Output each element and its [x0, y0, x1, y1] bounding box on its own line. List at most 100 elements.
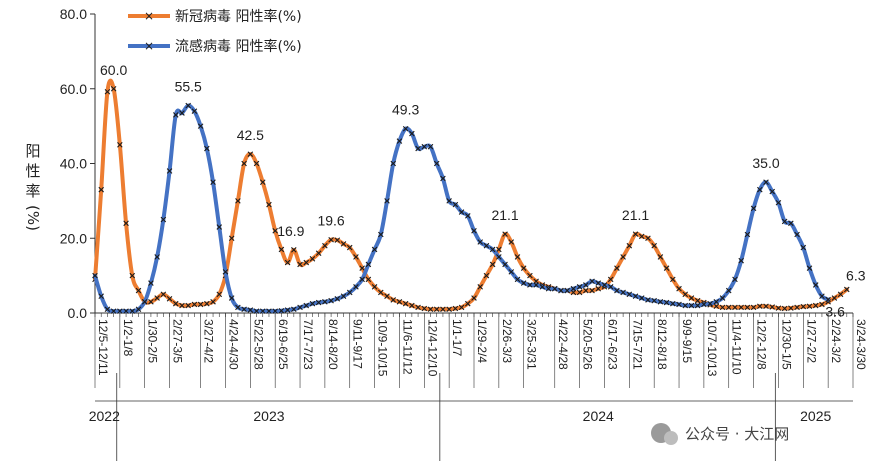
x-tick-label: 10/9-10/15 [376, 319, 390, 377]
data-point [346, 289, 353, 296]
data-point [825, 296, 831, 303]
data-point [123, 220, 129, 227]
data-point [135, 287, 142, 294]
x-tick-label: 5/22-5/28 [251, 319, 265, 370]
data-point [228, 235, 235, 242]
data-point [483, 242, 490, 249]
data-point [440, 175, 446, 182]
data-point [141, 298, 148, 305]
data-point [191, 108, 198, 114]
data-point [409, 130, 415, 137]
data-point [378, 289, 384, 296]
data-point [110, 308, 117, 314]
data-point [607, 276, 614, 283]
data-point [645, 297, 651, 303]
x-tick-label: 8/14-8/20 [326, 319, 340, 370]
data-point [508, 239, 515, 245]
x-tick-label: 11/4-11/10 [730, 319, 744, 375]
data-point [427, 306, 434, 313]
wechat-icon-bubble [664, 431, 678, 445]
data-point [266, 308, 272, 314]
data-point [440, 306, 446, 313]
data-point [564, 287, 570, 294]
data-point [763, 179, 769, 185]
data-point [253, 308, 260, 314]
data-point [409, 302, 415, 309]
data-point [775, 305, 782, 311]
data-point [378, 231, 384, 238]
data-point [402, 300, 409, 307]
x-tick-label: 2/27-3/5 [171, 319, 185, 363]
data-point [135, 306, 142, 313]
series-flu [92, 102, 831, 314]
peak-label: 3.6 [825, 304, 845, 320]
data-point [508, 269, 515, 275]
data-point [371, 246, 378, 253]
data-point [297, 304, 303, 311]
legend-label-covid: 新冠病毒 阳性率(%) [175, 8, 302, 25]
data-point [172, 112, 179, 118]
data-point [570, 285, 577, 292]
data-point [433, 306, 440, 313]
data-point [433, 160, 440, 167]
data-point [626, 242, 633, 249]
legend-item-covid: × 新冠病毒 阳性率(%) [128, 8, 302, 25]
data-point [259, 179, 266, 185]
data-point [179, 110, 185, 116]
data-point [794, 304, 800, 311]
x-tick-label: 3/27-4/2 [202, 319, 216, 363]
data-point [694, 297, 701, 304]
data-point [166, 296, 173, 302]
data-point [104, 306, 111, 313]
data-point [775, 199, 782, 206]
peak-labels: 60.0 55.5 42.5 16.9 19.6 49.3 21.1 21.1 35.0 6.3 3… [100, 62, 866, 320]
x-tick-label: 12/5-12/11 [96, 319, 110, 376]
data-point [806, 265, 813, 271]
data-point [744, 231, 751, 238]
data-point [601, 282, 608, 288]
x-tick-label: 12/30-1/5 [779, 319, 793, 370]
data-point [396, 298, 403, 305]
data-point [353, 254, 359, 260]
data-point [396, 138, 403, 144]
data-point [322, 298, 328, 305]
data-point [241, 160, 247, 167]
data-point [291, 306, 297, 313]
data-point [843, 286, 850, 293]
x-tick-label: 7/15-7/21 [630, 319, 644, 370]
data-point [272, 308, 278, 314]
data-point [788, 220, 794, 227]
data-point [657, 254, 664, 260]
x-tick-label: 12/4-12/10 [425, 319, 439, 377]
data-point [315, 299, 322, 306]
data-point [520, 265, 527, 271]
data-point [502, 231, 508, 237]
peak-label: 16.9 [277, 223, 304, 239]
data-point [390, 297, 397, 303]
data-point [520, 280, 527, 286]
data-point [477, 284, 484, 290]
data-point [253, 160, 260, 167]
data-point [272, 227, 278, 234]
data-point [235, 304, 241, 311]
y-axis-title: 阳 性 率 (%) [24, 142, 42, 231]
data-point [638, 233, 645, 240]
data-point [415, 145, 421, 152]
data-point [452, 201, 459, 208]
x-tick-label: 1/29-2/4 [475, 319, 489, 363]
data-point [794, 231, 800, 238]
data-point [148, 280, 154, 286]
x-tick-label: 2/26-3/3 [500, 319, 514, 363]
y-tick-label: 0.0 [68, 305, 88, 321]
data-point [235, 198, 241, 204]
data-point [328, 236, 334, 243]
x-tick-label: 3/24-3/30 [854, 319, 868, 370]
data-point [241, 306, 247, 313]
peak-label: 21.1 [622, 207, 649, 223]
data-point [489, 261, 496, 268]
data-point [645, 235, 651, 242]
data-point [471, 227, 477, 234]
data-point [837, 291, 844, 298]
x-tick-label: 9/9-9/15 [680, 319, 694, 363]
data-point [663, 265, 670, 271]
